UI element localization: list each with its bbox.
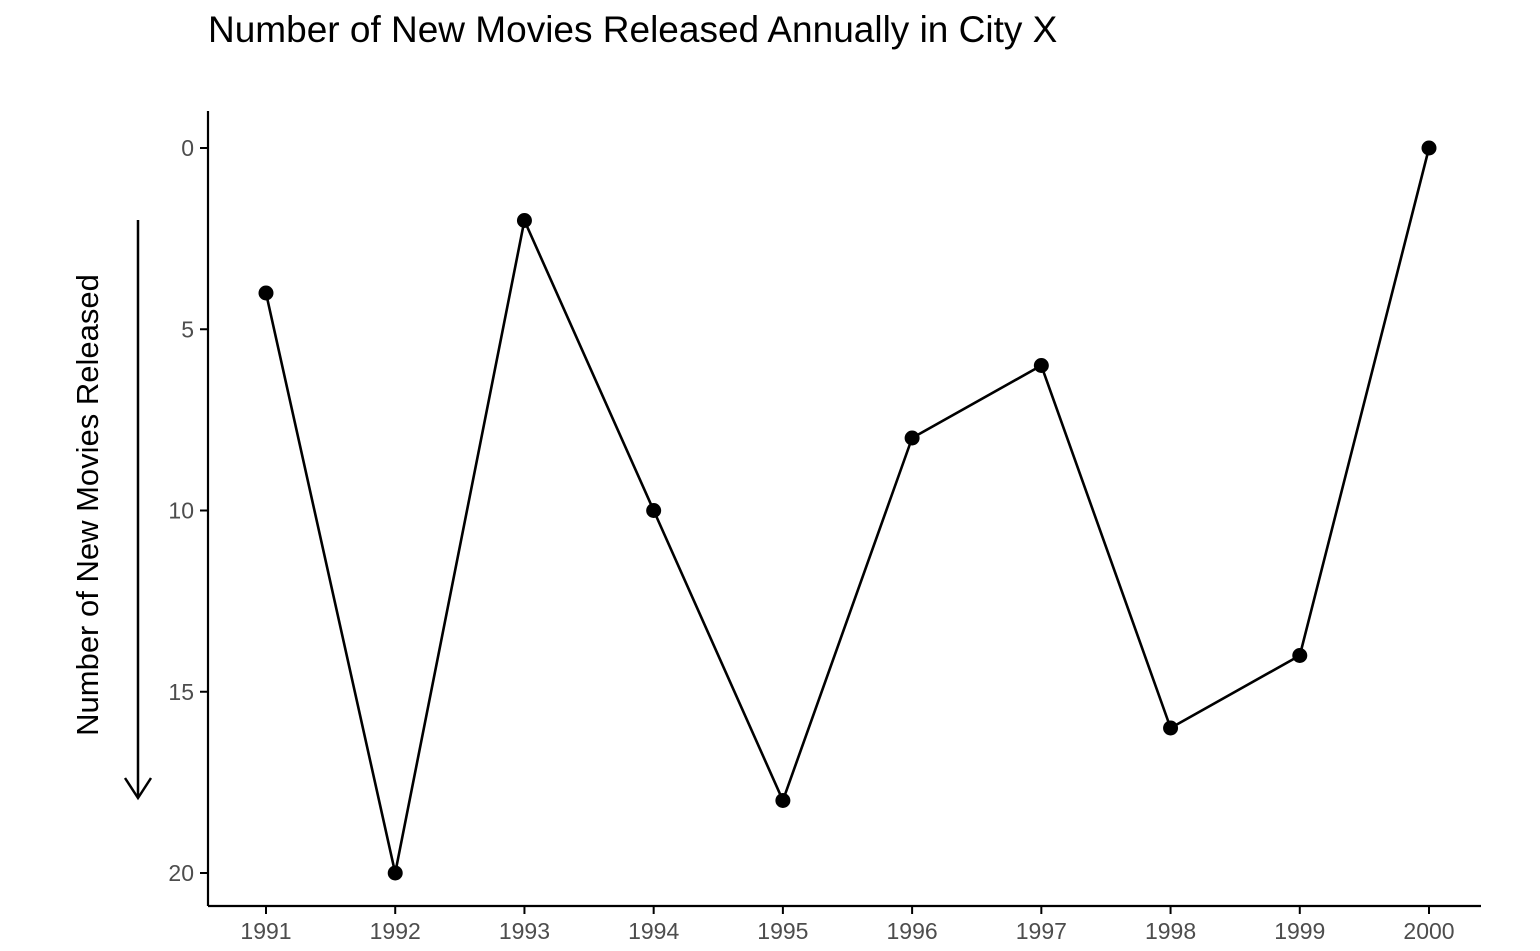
x-tick-label: 1999 (1274, 918, 1325, 944)
y-axis-ticks: 0 5 10 15 20 (168, 135, 208, 886)
x-tick-label: 1994 (628, 918, 679, 944)
data-series (258, 140, 1437, 881)
x-tick-label: 2000 (1403, 918, 1454, 944)
x-axis-ticks: 1991 1992 1993 1994 1995 1996 1997 1998 1999 2000 (240, 906, 1455, 944)
data-point (516, 213, 532, 228)
y-tick-label: 15 (168, 679, 194, 705)
x-tick-label: 1995 (757, 918, 808, 944)
series-line (264, 147, 1431, 875)
x-tick-label: 1992 (370, 918, 421, 944)
x-tick-label: 1998 (1145, 918, 1196, 944)
data-point (1421, 140, 1437, 156)
y-axis-title: Number of New Movies Released (70, 274, 105, 736)
y-tick-label: 20 (168, 860, 194, 886)
data-point (1163, 720, 1179, 736)
y-axis-direction-arrow (123, 220, 153, 801)
y-tick-label: 5 (181, 316, 194, 342)
data-point (1292, 648, 1308, 663)
y-tick-label: 0 (181, 135, 194, 161)
x-tick-label: 1997 (1016, 918, 1067, 944)
data-point (646, 503, 662, 518)
x-tick-label: 1993 (499, 918, 550, 944)
data-point (775, 793, 791, 808)
data-point (258, 285, 274, 301)
x-tick-label: 1991 (240, 918, 291, 944)
data-point (387, 865, 403, 881)
x-tick-label: 1996 (887, 918, 938, 944)
chart-title: Number of New Movies Released Annually i… (208, 9, 1057, 50)
data-point (904, 430, 920, 446)
data-point (1033, 358, 1049, 373)
y-tick-label: 10 (168, 498, 194, 524)
